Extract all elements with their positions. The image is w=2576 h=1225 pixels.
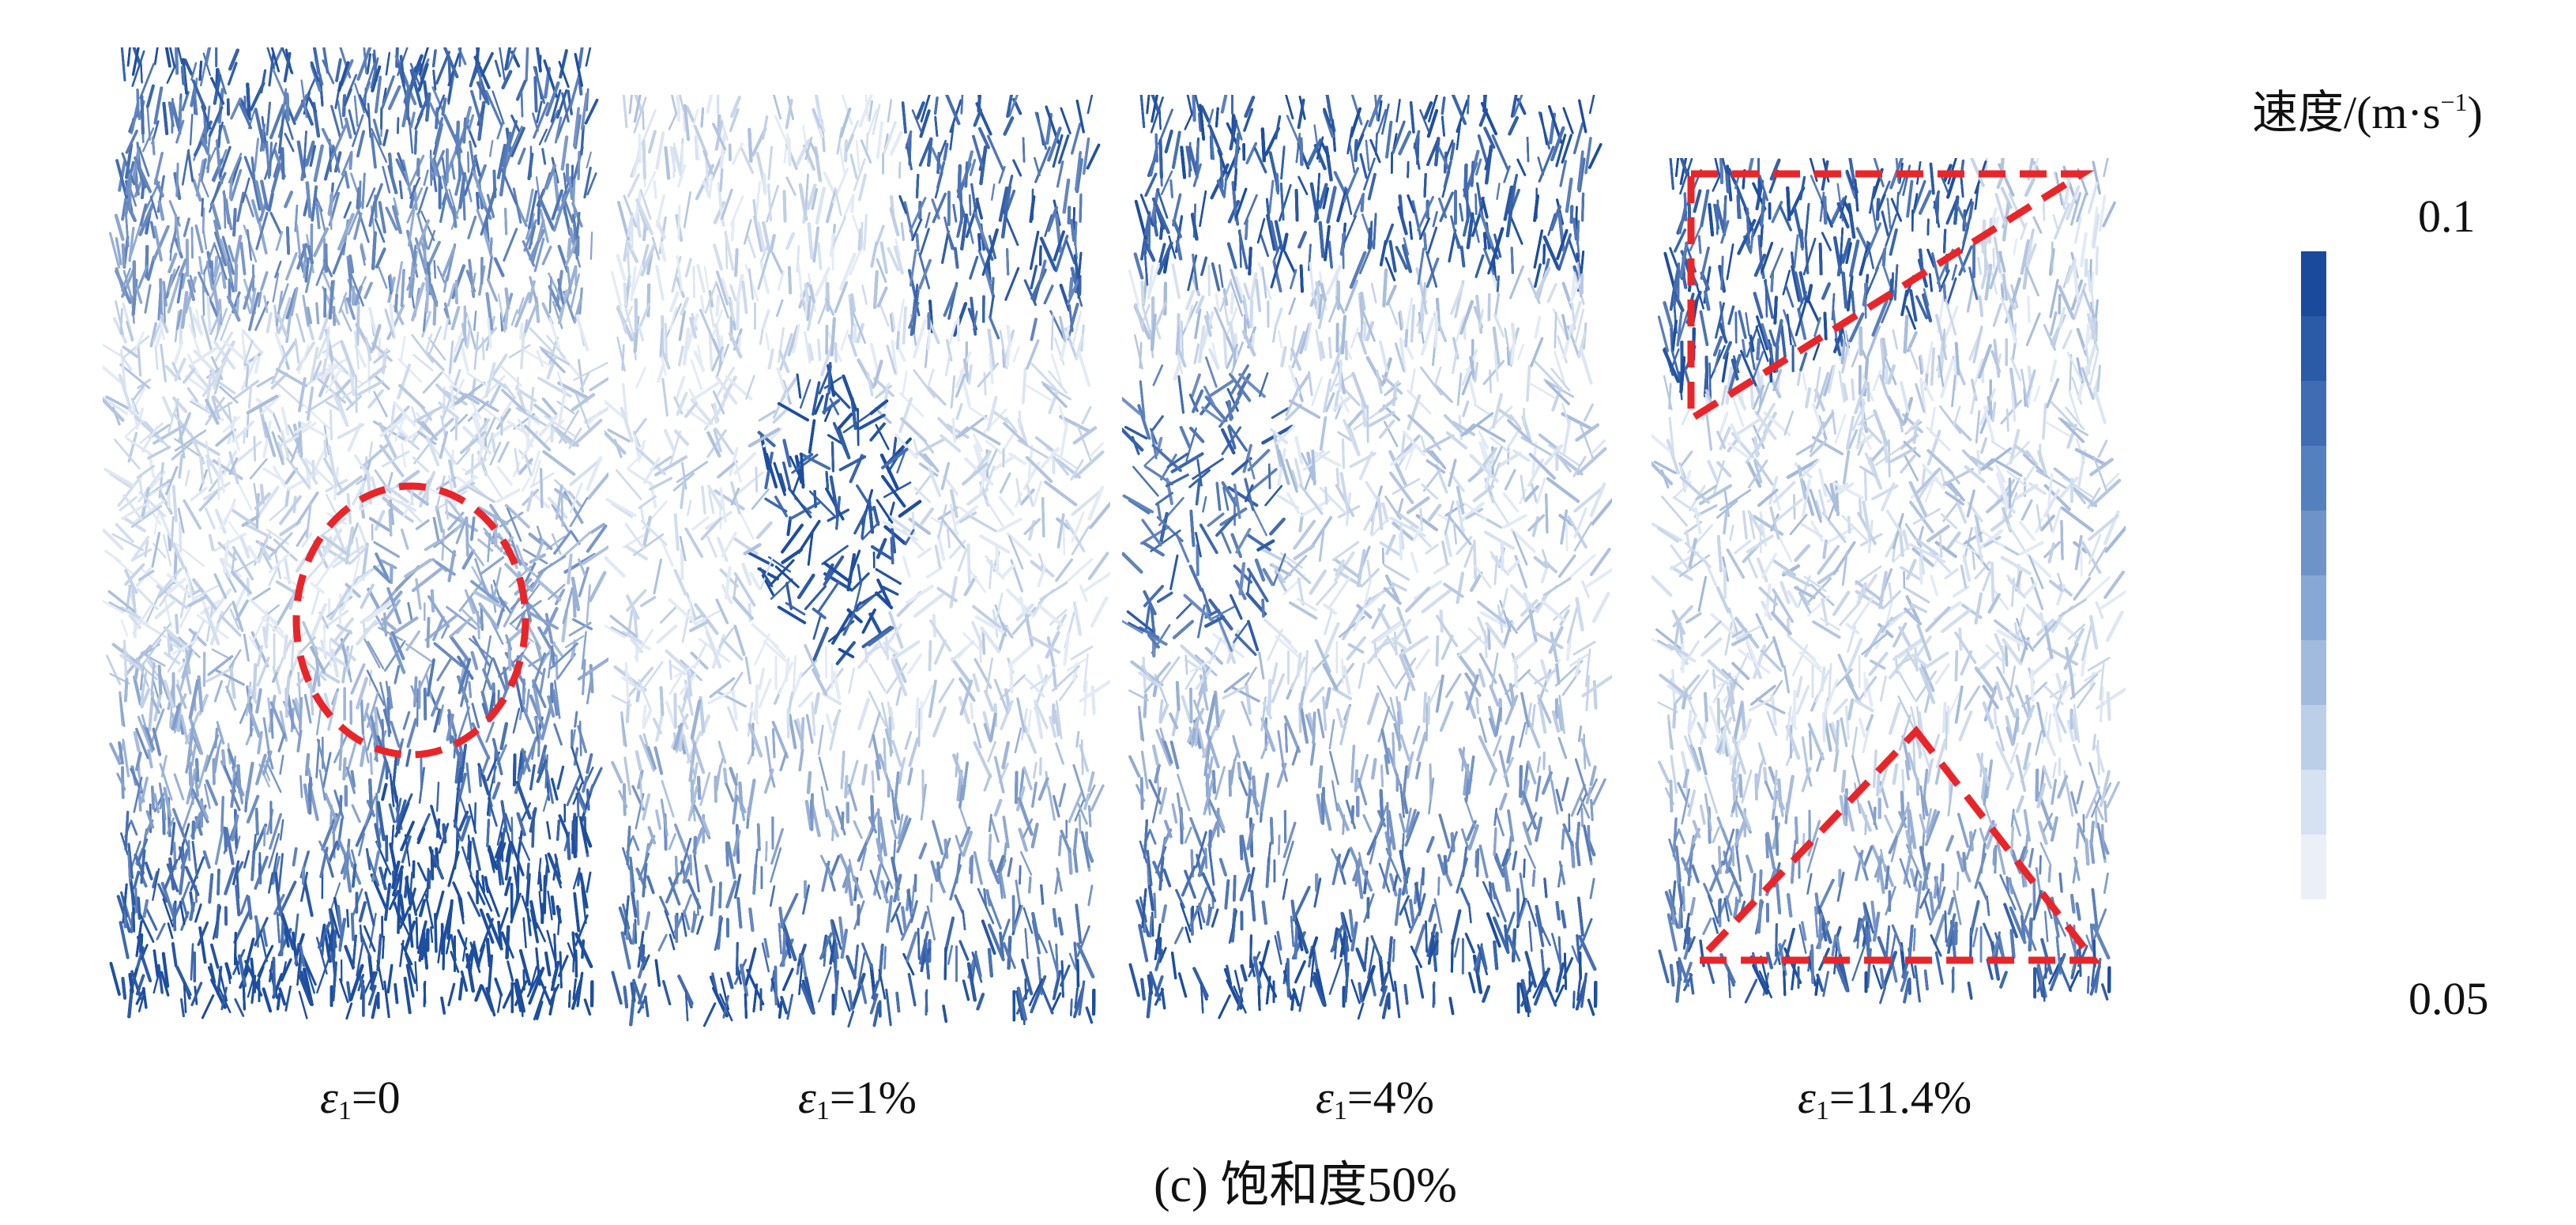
velocity-field-plot [103, 47, 608, 1021]
colorbar-step [2301, 251, 2326, 316]
velocity-vectors [103, 47, 608, 1021]
velocity-field-plot [1122, 95, 1612, 1020]
panel-eps-0 [103, 47, 608, 1035]
colorbar-step [2301, 511, 2326, 575]
strain-label: ε1=1% [798, 1071, 917, 1126]
colorbar-step [2301, 705, 2326, 770]
colorbar-step [2301, 640, 2326, 705]
colorbar-step [2301, 446, 2326, 511]
colorbar [2301, 251, 2326, 899]
velocity-field-plot [1651, 158, 2126, 1004]
strain-label: ε1=0 [320, 1071, 401, 1126]
legend-title: 速度/(m·s−1) [2252, 75, 2483, 141]
strain-label: ε1=4% [1316, 1071, 1434, 1126]
velocity-vectors [1651, 158, 2126, 1004]
colorbar-step [2301, 770, 2326, 835]
colorbar-step [2301, 316, 2326, 381]
legend-min-label: 0.05 [2408, 972, 2489, 1025]
highlight-circle [292, 482, 529, 759]
legend-max-label: 0.1 [2418, 190, 2476, 243]
highlight-triangle-bottom [1690, 726, 2102, 964]
panel-eps-11-4 [1651, 158, 2126, 1020]
highlight-triangle-top [1687, 170, 2095, 426]
velocity-field-plot [604, 95, 1110, 1028]
figure-caption: (c) 饱和度50% [1154, 1144, 1457, 1216]
velocity-vectors [1122, 95, 1612, 1020]
panel-eps-1 [604, 95, 1110, 1043]
colorbar-step [2301, 575, 2326, 640]
strain-label: ε1=11.4% [1798, 1071, 1972, 1126]
panel-eps-4 [1122, 95, 1612, 1035]
velocity-vectors [604, 95, 1110, 1028]
colorbar-step [2301, 835, 2326, 899]
colorbar-step [2301, 381, 2326, 446]
